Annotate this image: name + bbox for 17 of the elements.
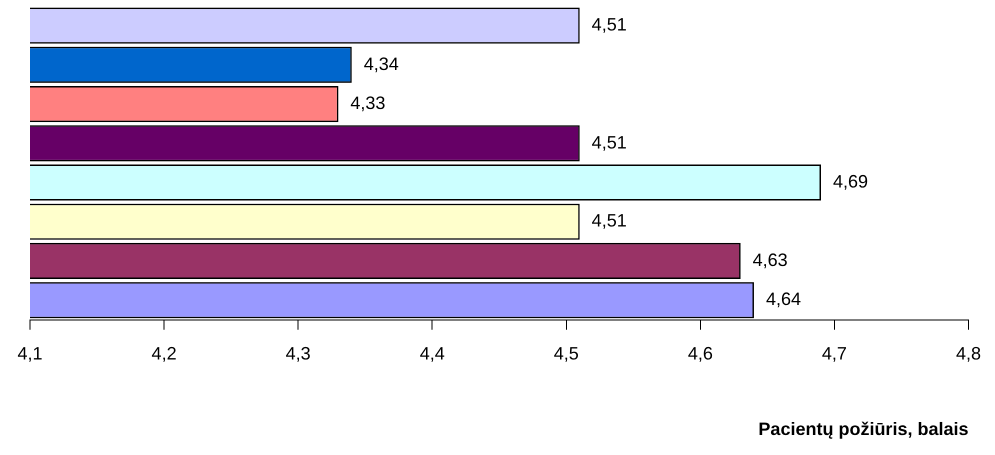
x-tick-label: 4,8 <box>956 344 982 364</box>
x-tick-label: 4,5 <box>554 344 579 364</box>
data-label: 4,51 <box>592 14 627 35</box>
data-label: 4,51 <box>592 210 627 231</box>
x-tick-label: 4,3 <box>286 344 311 364</box>
x-tick-label: 4,1 <box>17 344 43 364</box>
x-tick-label: 4,6 <box>688 344 713 364</box>
x-tick-label: 4,7 <box>822 344 847 364</box>
data-label: 4,64 <box>766 289 802 310</box>
data-label: 4,33 <box>350 93 386 114</box>
x-tick-label: 4,2 <box>152 344 177 364</box>
data-label: 4,69 <box>833 171 868 192</box>
data-label: 4,63 <box>752 250 788 270</box>
x-tick-label: 4,4 <box>420 344 445 364</box>
x-axis-title: Pacientų požiūris, balais <box>758 419 968 440</box>
data-label: 4,34 <box>364 54 399 74</box>
data-label: 4,51 <box>592 132 627 152</box>
